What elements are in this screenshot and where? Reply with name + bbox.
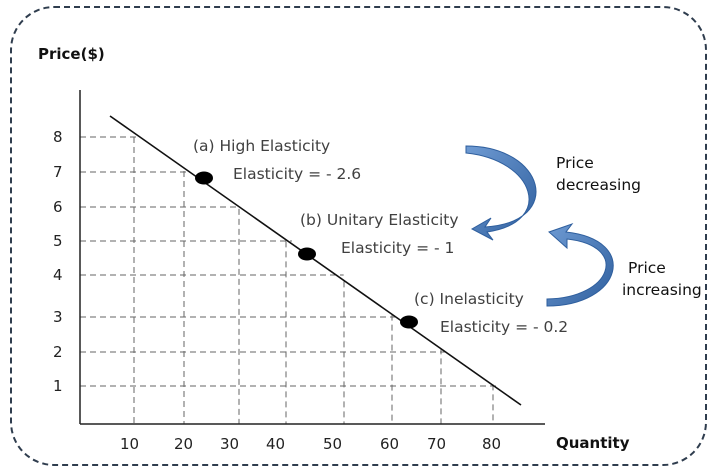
elasticity-point-b — [298, 247, 316, 261]
point-c-elasticity: Elasticity = - 0.2 — [440, 318, 568, 336]
y-tick-label-6: 6 — [53, 198, 63, 216]
point-b-elasticity: Elasticity = - 1 — [341, 239, 454, 257]
elasticity-point-a — [195, 171, 213, 185]
y-tick-label-5: 5 — [53, 232, 63, 250]
chart-frame — [10, 6, 707, 466]
price-increasing-arrow-icon — [546, 222, 614, 307]
y-tick-label-4: 4 — [53, 266, 63, 284]
x-tick-label-80: 80 — [482, 435, 501, 453]
x-tick-label-50: 50 — [323, 435, 342, 453]
x-tick-label-40: 40 — [266, 435, 285, 453]
x-tick-label-70: 70 — [427, 435, 446, 453]
x-tick-labels: 10 20 30 40 50 60 70 80 — [120, 435, 501, 453]
price-increasing-line2: increasing — [622, 281, 702, 299]
point-a-elasticity: Elasticity = - 2.6 — [233, 165, 361, 183]
y-axis-title: Price($) — [38, 45, 105, 63]
x-tick-label-10: 10 — [120, 435, 139, 453]
price-increasing-line1: Price — [628, 259, 666, 277]
y-tick-labels: 1 2 3 4 5 6 7 8 — [53, 128, 63, 395]
x-tick-label-30: 30 — [220, 435, 239, 453]
elasticity-point-c — [400, 315, 418, 329]
y-tick-label-2: 2 — [53, 343, 63, 361]
y-tick-label-8: 8 — [53, 128, 63, 146]
point-b-label: (b) Unitary Elasticity — [300, 211, 459, 229]
price-decreasing-line1: Price — [556, 154, 594, 172]
y-tick-label-1: 1 — [53, 377, 63, 395]
price-decreasing-arrow-icon — [465, 145, 537, 241]
demand-line — [109, 115, 522, 406]
point-a-label: (a) High Elasticity — [193, 137, 330, 155]
price-decreasing-line2: decreasing — [556, 176, 641, 194]
x-axis-title: Quantity — [556, 434, 630, 452]
x-tick-label-20: 20 — [174, 435, 193, 453]
grid-lines — [80, 136, 499, 424]
y-tick-label-7: 7 — [53, 163, 63, 181]
y-tick-label-3: 3 — [53, 308, 63, 326]
x-tick-label-60: 60 — [380, 435, 399, 453]
point-c-label: (c) Inelasticity — [414, 290, 524, 308]
demand-line-group — [109, 115, 522, 406]
